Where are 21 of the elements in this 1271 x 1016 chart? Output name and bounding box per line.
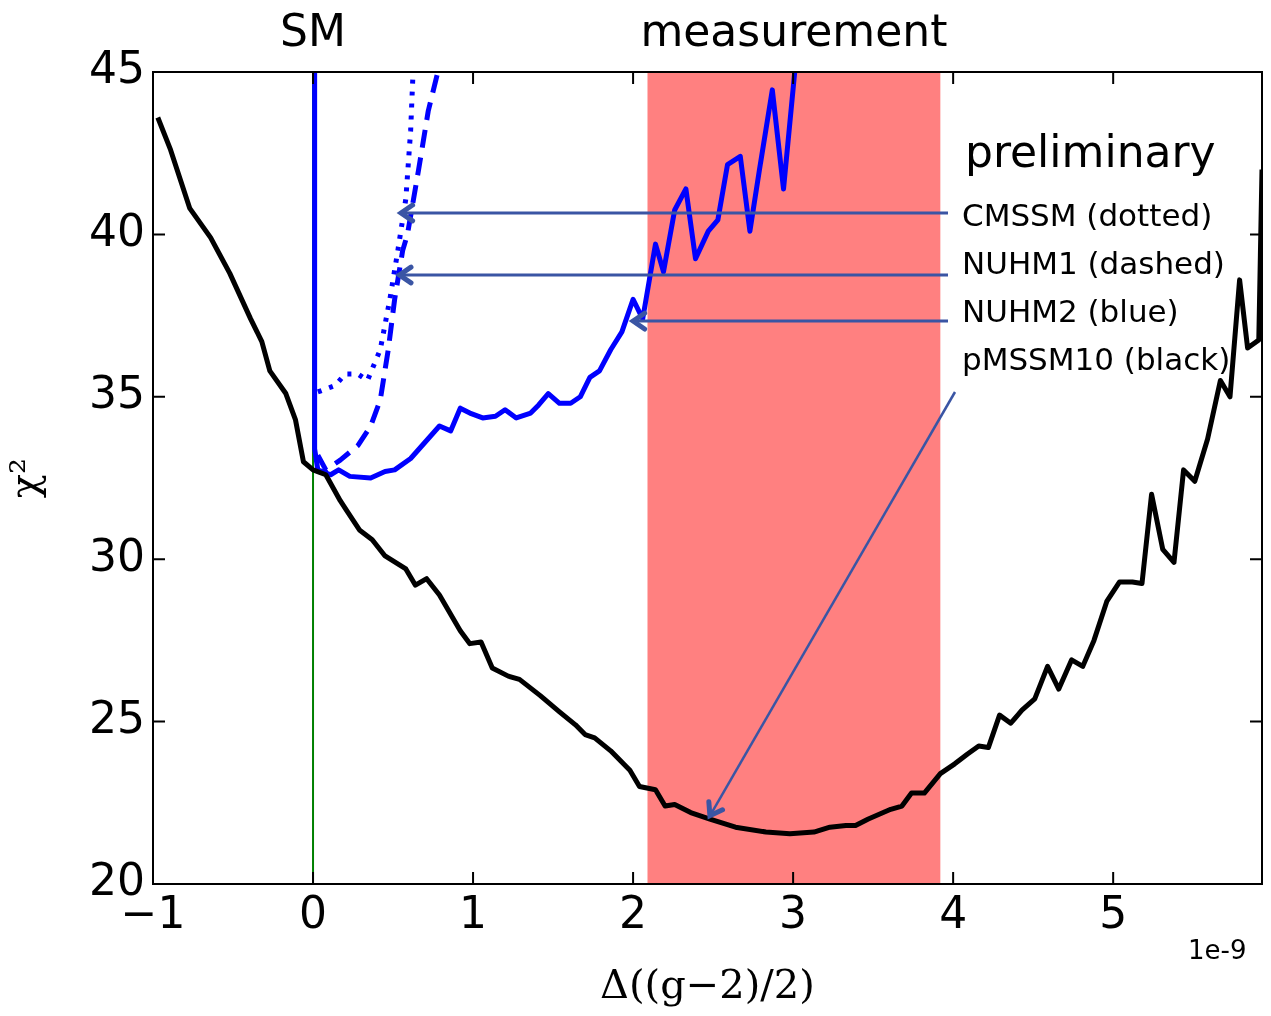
annotation: NUHM1 (dashed) (962, 245, 1225, 281)
band-label: measurement (640, 5, 948, 56)
y-tick-label: 30 (89, 529, 145, 581)
x-tick-label: 5 (1099, 886, 1128, 938)
text: 1e-9 (1188, 935, 1247, 965)
ref-line-label: SM (280, 5, 346, 56)
y-tick-label: 35 (89, 367, 145, 419)
x-tick-label: 1 (459, 886, 488, 938)
y-axis-title: χ² (1, 457, 48, 499)
annotation: pMSSM10 (black) (962, 341, 1231, 377)
x-tick-label: 0 (299, 886, 328, 938)
y-tick-label: 40 (89, 204, 145, 256)
x-tick-label: 3 (779, 886, 808, 938)
x-axis-title: Δ((g−2)/2) (600, 961, 815, 1008)
annotation: NUHM2 (blue) (962, 293, 1179, 329)
x-tick-label: 2 (619, 886, 648, 938)
y-tick-label: 45 (89, 42, 145, 94)
annotation: CMSSM (dotted) (962, 197, 1213, 233)
x-tick-label: 4 (939, 886, 968, 938)
y-tick-label: 25 (89, 692, 145, 744)
annotation: preliminary (965, 126, 1216, 177)
